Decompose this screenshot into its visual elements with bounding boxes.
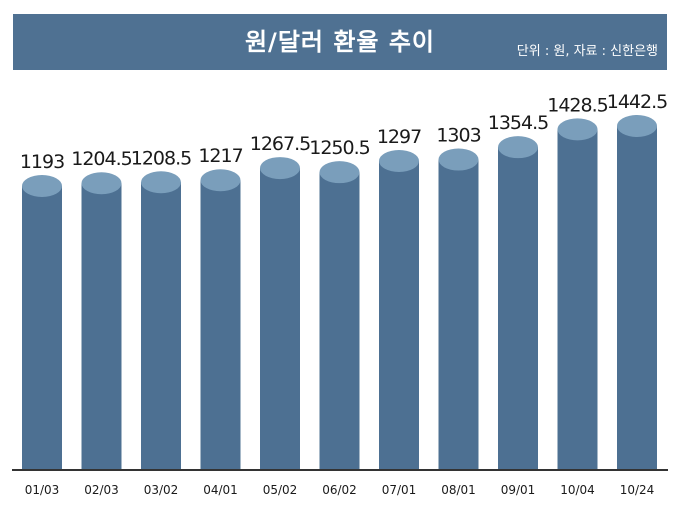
x-tick-label: 07/01 — [382, 483, 417, 497]
bar-top-10-04 — [557, 118, 598, 141]
data-label: 1208.5 — [131, 147, 191, 169]
bar-08-01 — [438, 159, 479, 470]
bar-top-01-03 — [22, 175, 62, 197]
bar-10-24 — [617, 126, 657, 470]
data-label: 1250.5 — [309, 137, 369, 159]
bar-top-04-01 — [200, 169, 241, 192]
data-label: 1297 — [377, 126, 421, 148]
x-tick-label: 09/01 — [501, 483, 536, 497]
bar-02-03 — [81, 183, 122, 470]
bar-top-06-02 — [319, 161, 360, 184]
bar-03-02 — [141, 182, 181, 470]
chart-title: 원/달러 환율 추이 — [244, 28, 436, 56]
bar-10-04 — [557, 129, 598, 470]
bar-04-01 — [200, 180, 241, 470]
x-tick-label: 03/02 — [144, 483, 179, 497]
x-tick-label: 04/01 — [203, 483, 238, 497]
data-label: 1442.5 — [607, 91, 667, 113]
x-tick-label: 10/24 — [620, 483, 655, 497]
bar-01-03 — [22, 186, 62, 470]
x-tick-label: 08/01 — [441, 483, 476, 497]
data-label: 1428.5 — [547, 94, 607, 116]
data-label: 1193 — [20, 151, 64, 173]
bar-06-02 — [319, 172, 360, 470]
bar-05-02 — [260, 168, 300, 470]
x-tick-label: 02/03 — [84, 483, 119, 497]
x-tick-label: 05/02 — [263, 483, 298, 497]
bar-top-02-03 — [81, 172, 122, 195]
x-tick-label: 10/04 — [560, 483, 595, 497]
bar-09-01 — [498, 147, 538, 470]
data-label: 1354.5 — [488, 112, 548, 134]
data-label: 1217 — [198, 145, 242, 167]
bar-top-07-01 — [379, 149, 419, 172]
x-tick-label: 01/03 — [25, 483, 60, 497]
bar-top-03-02 — [141, 171, 181, 194]
bar-top-05-02 — [260, 157, 300, 180]
bar-top-09-01 — [498, 136, 538, 159]
data-label: 1204.5 — [71, 148, 131, 170]
bar-top-10-24 — [617, 115, 657, 137]
data-label: 1267.5 — [250, 133, 310, 155]
x-tick-label: 06/02 — [322, 483, 357, 497]
bar-top-08-01 — [438, 148, 479, 171]
data-label: 1303 — [436, 125, 480, 147]
bar-07-01 — [379, 160, 419, 470]
header-bar — [13, 14, 667, 70]
source-note: 단위 : 원, 자료 : 신한은행 — [516, 44, 658, 59]
